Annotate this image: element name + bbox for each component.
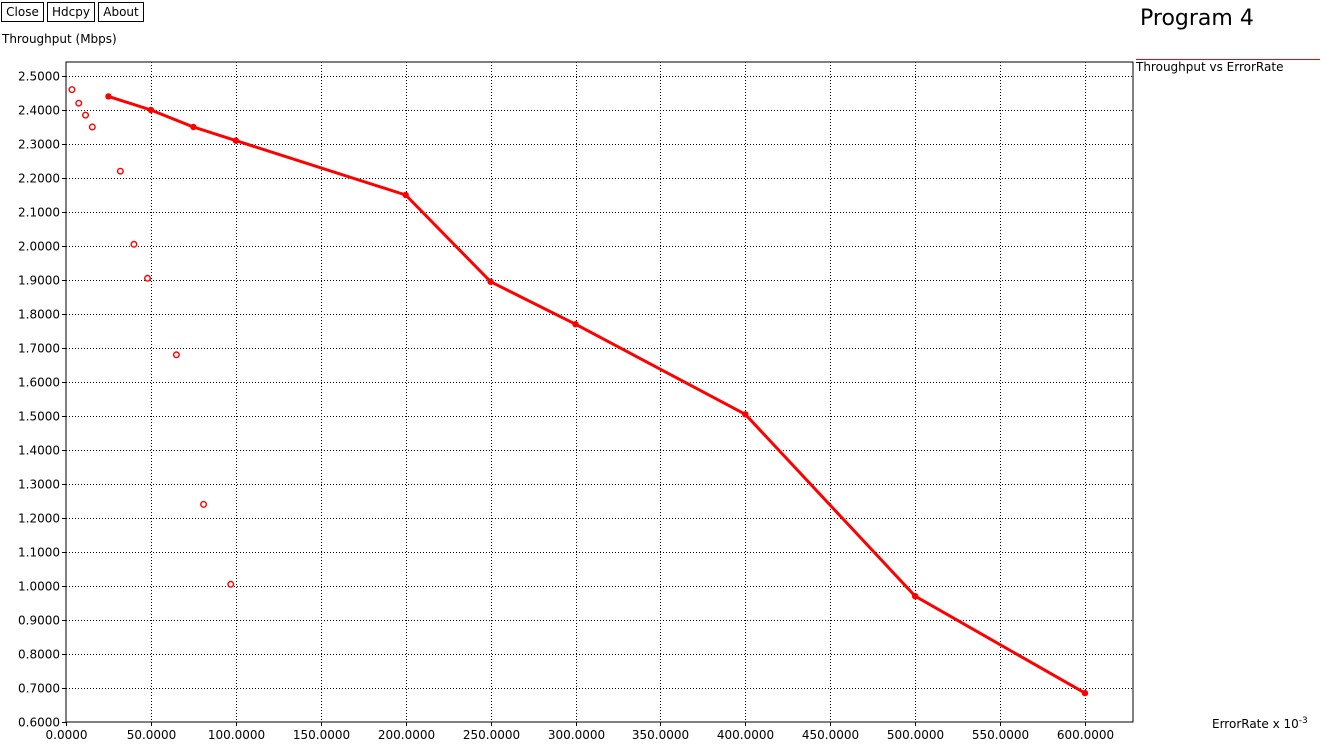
y-tick-label: 0.8000 xyxy=(18,648,60,662)
x-axis-label-text: ErrorRate x 10 xyxy=(1212,717,1299,731)
x-tick-label: 200.0000 xyxy=(378,728,435,742)
scatter-point xyxy=(116,167,124,175)
x-tick-label: 150.0000 xyxy=(293,728,350,742)
y-tick-label: 2.5000 xyxy=(18,70,60,84)
legend-line xyxy=(1136,59,1320,60)
y-tick-label: 1.4000 xyxy=(18,444,60,458)
y-tick-label: 1.7000 xyxy=(18,342,60,356)
x-tick-label: 300.0000 xyxy=(548,728,605,742)
x-axis-label-exponent: -3 xyxy=(1298,716,1308,726)
y-tick-label: 1.6000 xyxy=(18,376,60,390)
series-point xyxy=(487,278,494,285)
x-tick-label: 550.0000 xyxy=(972,728,1029,742)
x-tick-label: 250.0000 xyxy=(463,728,520,742)
x-tick-label: 500.0000 xyxy=(887,728,944,742)
y-tick-label: 1.9000 xyxy=(18,274,60,288)
about-button[interactable]: About xyxy=(98,2,144,22)
scatter-point xyxy=(88,123,96,131)
y-tick-label: 1.5000 xyxy=(18,410,60,424)
x-tick-label: 450.0000 xyxy=(802,728,859,742)
series-point xyxy=(232,137,240,144)
close-button[interactable]: Close xyxy=(1,2,44,22)
y-tick-label: 1.2000 xyxy=(18,512,60,526)
y-tick-label: 1.0000 xyxy=(18,580,60,594)
x-tick-label: 600.0000 xyxy=(1057,728,1114,742)
hdcpy-button[interactable]: Hdcpy xyxy=(47,2,95,22)
chart-title: Program 4 xyxy=(1140,6,1254,31)
y-tick-label: 0.7000 xyxy=(18,682,60,696)
y-tick-label: 2.1000 xyxy=(18,206,60,220)
y-tick-label: 2.3000 xyxy=(18,138,60,152)
series-point xyxy=(105,93,112,100)
scatter-point xyxy=(130,240,138,248)
legend-entry: Throughput vs ErrorRate xyxy=(1136,60,1284,74)
x-tick-label: 0.0000 xyxy=(46,728,88,742)
plot-frame xyxy=(65,61,1134,723)
y-tick-label: 2.4000 xyxy=(18,104,60,118)
scatter-point xyxy=(82,111,90,119)
y-tick-label: 1.3000 xyxy=(18,478,60,492)
y-tick-label: 1.1000 xyxy=(18,546,60,560)
scatter-point xyxy=(144,274,152,282)
x-axis-label: ErrorRate x 10-3 xyxy=(1212,716,1308,731)
x-tick-label: 350.0000 xyxy=(632,728,689,742)
y-tick-label: 0.9000 xyxy=(18,614,60,628)
y-tick-label: 2.2000 xyxy=(18,172,60,186)
series-line xyxy=(108,94,1086,695)
scatter-point xyxy=(75,99,83,107)
y-tick-label: 2.0000 xyxy=(18,240,60,254)
series-point xyxy=(402,191,409,199)
x-tick-label: 400.0000 xyxy=(717,728,774,742)
y-tick-label: 0.6000 xyxy=(18,716,60,730)
y-tick-label: 1.8000 xyxy=(18,308,60,322)
x-tick-label: 100.0000 xyxy=(208,728,265,742)
scatter-point xyxy=(172,351,180,359)
series-point xyxy=(742,411,749,418)
series-point xyxy=(572,321,579,328)
x-tick-label: 50.0000 xyxy=(127,728,177,742)
scatter-point xyxy=(200,500,208,508)
series-point xyxy=(1081,689,1089,697)
series-point xyxy=(147,106,155,114)
scatter-point xyxy=(68,86,76,94)
series-point xyxy=(911,593,919,600)
scatter-point xyxy=(227,580,235,588)
y-axis-label: Throughput (Mbps) xyxy=(2,32,117,46)
series-point xyxy=(190,123,197,131)
